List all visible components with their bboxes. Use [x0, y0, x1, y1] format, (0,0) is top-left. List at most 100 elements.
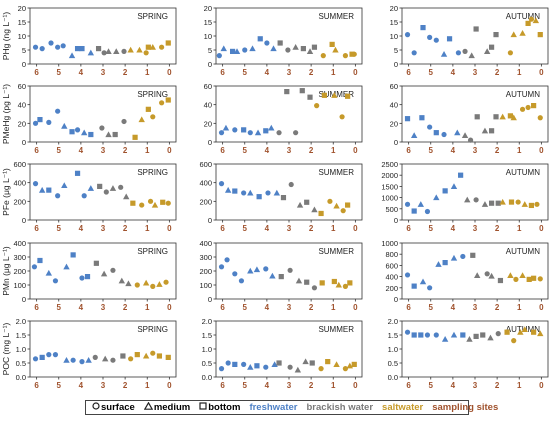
- data-point-bottom: [493, 114, 499, 120]
- season-title: SPRING: [137, 12, 168, 21]
- x-tick-label: 3: [101, 224, 106, 233]
- data-point-bottom: [531, 329, 537, 335]
- x-tick-label: 2: [309, 224, 314, 233]
- data-point-medium: [474, 272, 481, 279]
- y-tick-label: 20: [204, 119, 212, 128]
- data-point-surface: [218, 181, 225, 187]
- x-tick-label: 0: [539, 303, 544, 312]
- data-point-bottom: [347, 280, 353, 286]
- y-tick-label: 2500: [381, 160, 398, 169]
- data-point-surface: [79, 275, 85, 281]
- y-tick-label: 1.5: [16, 331, 26, 340]
- data-point-surface: [139, 202, 145, 208]
- data-point-surface: [241, 361, 247, 367]
- data-point-surface: [287, 267, 293, 273]
- data-point-medium: [332, 46, 339, 53]
- x-tick-label: 0: [167, 224, 172, 233]
- data-point-medium: [61, 122, 68, 129]
- data-point-bottom: [345, 202, 351, 208]
- data-point-medium: [220, 45, 227, 52]
- data-point-surface: [455, 50, 462, 56]
- data-point-medium: [464, 196, 471, 203]
- data-point-medium: [224, 186, 232, 193]
- panel-autumn: 0 20 40 60 6 5 4 3 2 1 0 AUTUMN: [390, 82, 549, 155]
- y-tick-label: 20: [390, 4, 398, 13]
- y-tick-label: 0.0: [202, 373, 212, 382]
- x-tick-label: 1: [331, 381, 336, 390]
- x-tick-label: 1: [331, 146, 336, 155]
- y-tick-label: 0: [22, 138, 26, 147]
- data-point-surface: [55, 108, 61, 114]
- x-tick-label: 0: [539, 146, 544, 155]
- y-tick-label: 0.0: [16, 373, 26, 382]
- data-point-surface: [263, 364, 269, 370]
- data-point-medium: [335, 281, 342, 288]
- x-tick-label: 6: [34, 381, 39, 390]
- y-tick-label: 1000: [381, 194, 398, 203]
- data-point-medium: [142, 279, 150, 286]
- data-point-surface: [525, 104, 531, 111]
- data-point-bottom: [404, 116, 411, 122]
- x-tick-label: 3: [287, 224, 292, 233]
- data-point-medium: [271, 361, 278, 367]
- data-point-medium: [38, 186, 46, 193]
- data-point-bottom: [473, 333, 479, 339]
- data-point-surface: [462, 48, 468, 55]
- data-point-bottom: [411, 332, 417, 338]
- data-point-medium: [435, 261, 442, 267]
- data-point-bottom: [470, 252, 476, 258]
- data-point-medium: [249, 45, 256, 52]
- data-point-surface: [287, 364, 293, 370]
- y-tick-label: 1500: [381, 182, 398, 191]
- x-tick-label: 5: [429, 224, 434, 233]
- data-point-medium: [454, 129, 461, 136]
- data-point-bottom: [95, 46, 102, 52]
- data-point-bottom: [241, 127, 247, 133]
- x-tick-label: 0: [167, 381, 172, 390]
- data-point-bottom: [284, 89, 290, 95]
- x-tick-label: 4: [79, 381, 84, 390]
- data-point-surface: [513, 276, 519, 282]
- x-tick-label: 6: [220, 68, 225, 77]
- data-point-surface: [473, 197, 479, 203]
- data-point-surface: [46, 352, 52, 358]
- data-point-surface: [218, 264, 225, 270]
- data-point-medium: [270, 45, 277, 52]
- x-tick-label: 1: [145, 303, 150, 312]
- data-point-surface: [507, 50, 513, 56]
- x-tick-label: 6: [220, 381, 225, 390]
- x-tick-label: 5: [57, 303, 62, 312]
- data-point-medium: [302, 358, 309, 365]
- y-tick-label: 20: [204, 4, 212, 13]
- data-point-surface: [495, 331, 501, 337]
- x-tick-label: 2: [123, 224, 128, 233]
- data-point-surface: [121, 48, 127, 55]
- data-point-medium: [127, 46, 134, 53]
- x-tick-label: 4: [265, 224, 270, 233]
- y-tick-label: 800: [385, 250, 398, 259]
- season-title: AUTUMN: [506, 247, 540, 256]
- y-tick-label: 20: [18, 4, 26, 13]
- x-tick-label: 3: [473, 146, 478, 155]
- data-point-surface: [404, 272, 411, 278]
- data-point-surface: [311, 285, 318, 291]
- x-tick-label: 4: [451, 68, 456, 77]
- x-tick-label: 0: [539, 381, 544, 390]
- data-point-surface: [118, 184, 124, 190]
- y-tick-label: 1.0: [388, 345, 398, 354]
- y-tick-label: 2.0: [388, 317, 398, 326]
- data-point-bottom: [321, 92, 327, 98]
- data-point-bottom: [474, 114, 480, 120]
- x-tick-label: 1: [145, 381, 150, 390]
- x-tick-label: 2: [495, 146, 500, 155]
- data-point-surface: [467, 137, 474, 143]
- panel-summer: 0.0 0.5 1.0 1.5 2.0 6 5 4 3 2 1 0 SUMMER: [202, 317, 363, 390]
- data-point-medium: [151, 201, 159, 208]
- data-point-bottom: [493, 32, 499, 38]
- data-point-medium: [247, 267, 254, 274]
- data-point-surface: [342, 366, 349, 372]
- data-point-bottom: [497, 277, 504, 284]
- data-point-medium: [268, 124, 275, 131]
- y-tick-label: 1.5: [388, 331, 398, 340]
